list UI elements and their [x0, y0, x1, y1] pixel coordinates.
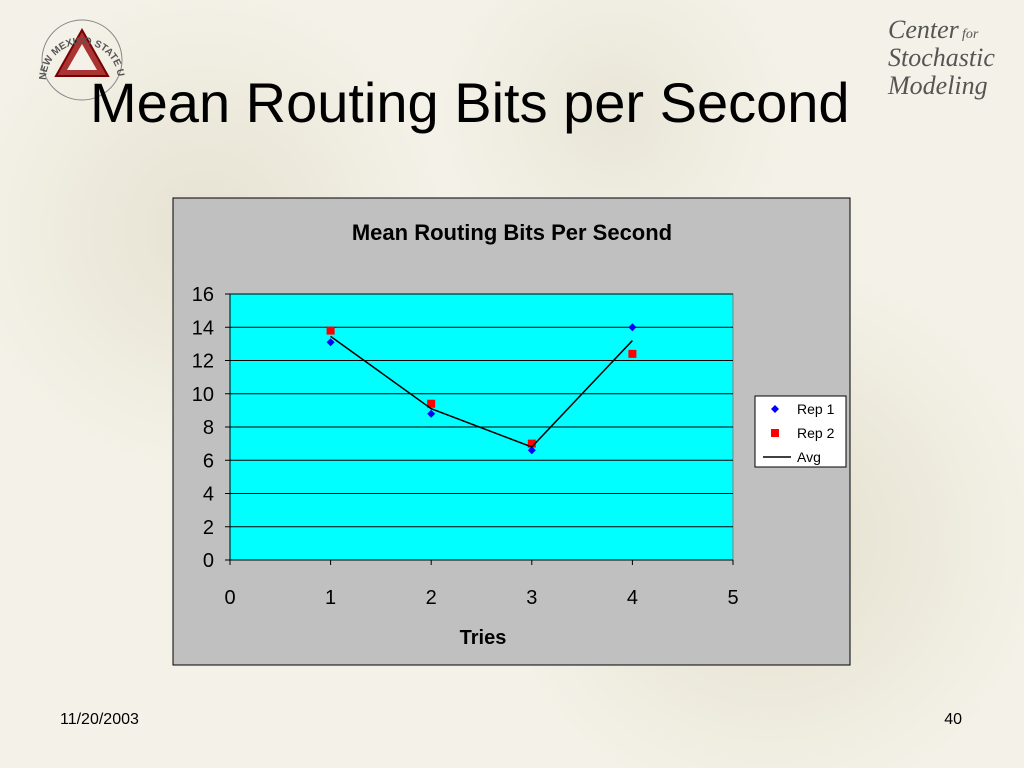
- logo-line: Modeling: [887, 71, 988, 100]
- y-tick-label: 14: [192, 317, 214, 339]
- data-point: [527, 446, 536, 455]
- legend-label: Rep 2: [797, 425, 835, 441]
- slide-title: Mean Routing Bits per Second: [90, 71, 850, 134]
- data-point: [628, 349, 637, 358]
- logo-line: Stochastic: [888, 43, 995, 72]
- x-tick-label: 3: [526, 587, 537, 609]
- y-tick-label: 0: [203, 550, 214, 572]
- legend-label: Rep 1: [797, 401, 835, 417]
- y-tick-label: 8: [203, 417, 214, 439]
- legend-swatch: [771, 405, 779, 413]
- y-tick-label: 4: [203, 484, 214, 506]
- csm-logo: Center for Stochastic Modeling: [887, 15, 995, 100]
- x-axis-title: Tries: [460, 627, 507, 649]
- x-tick-label: 1: [325, 587, 336, 609]
- legend-label: Avg: [797, 449, 821, 465]
- y-tick-label: 6: [203, 450, 214, 472]
- avg-line: [330, 335, 633, 448]
- legend-box: [754, 395, 847, 468]
- y-tick-label: 2: [203, 517, 214, 539]
- y-tick-label: 10: [192, 384, 214, 406]
- chart-title: Mean Routing Bits Per Second: [352, 220, 672, 245]
- footer-date: 11/20/2003: [60, 711, 139, 728]
- data-point: [527, 439, 536, 448]
- x-tick-label: 2: [426, 587, 437, 609]
- logo-line: Center: [888, 15, 960, 44]
- x-tick-label: 0: [224, 587, 235, 609]
- legend-swatch: [771, 429, 779, 437]
- data-point: [628, 323, 637, 332]
- page-number: 40: [944, 711, 962, 728]
- x-tick-label: 4: [627, 587, 638, 609]
- data-point: [326, 326, 335, 335]
- logo-line: for: [962, 27, 979, 42]
- y-tick-label: 12: [192, 351, 214, 373]
- data-point: [427, 399, 436, 408]
- chart: Mean Routing Bits Per SecondTries0246810…: [172, 197, 851, 666]
- data-point: [427, 409, 436, 418]
- x-tick-label: 5: [727, 587, 738, 609]
- data-point: [326, 338, 335, 347]
- y-tick-label: 16: [192, 284, 214, 306]
